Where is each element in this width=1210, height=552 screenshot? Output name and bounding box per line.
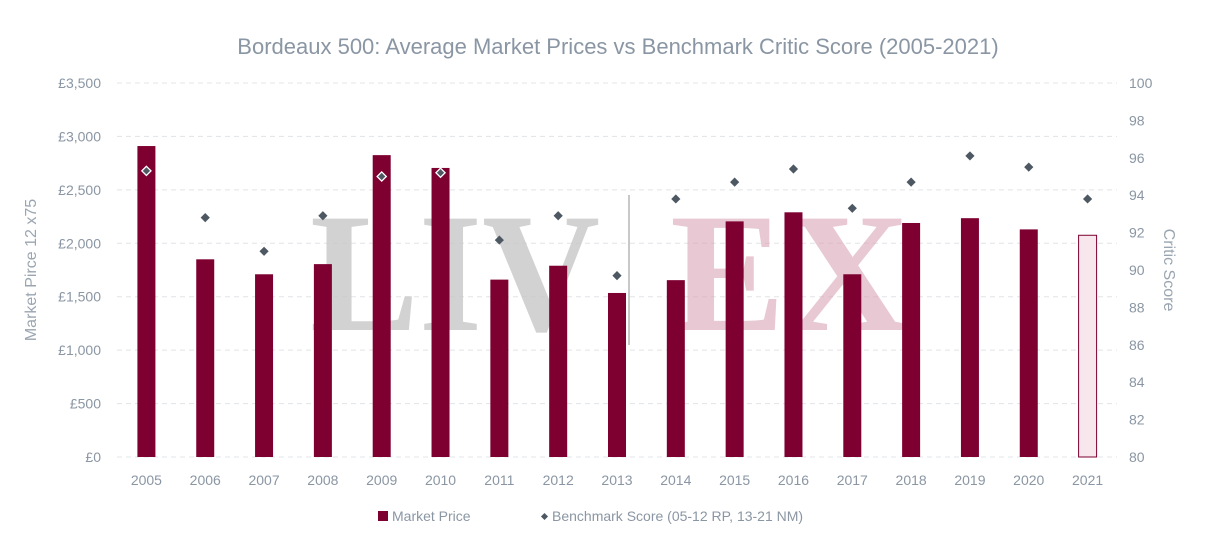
bar: [666, 280, 685, 457]
legend-swatch-market-price: [378, 511, 388, 521]
x-tick-label: 2013: [601, 472, 632, 488]
y2-axis-title: Critic Score: [1160, 229, 1177, 312]
legend-label-market-price: Market Price: [392, 508, 471, 524]
x-tick-label: 2019: [954, 472, 985, 488]
y-tick-label: £0: [85, 449, 101, 465]
y-tick-label: £1,500: [58, 289, 101, 305]
y-tick-label: £1,000: [58, 342, 101, 358]
x-axis-ticks: 2005 2006 2007 2008 2009 2010 2011 2012 2013 2014…: [131, 472, 1104, 488]
y-axis-left-ticks: £0 £500 £1,000 £1,500 £2,000 £2,500 £3,000 £3,5…: [58, 75, 101, 465]
score-point: [494, 235, 504, 245]
score-point: [1082, 194, 1093, 204]
x-tick-label: 2015: [719, 472, 750, 488]
score-point: [847, 203, 857, 213]
bar: [608, 292, 626, 457]
score-point: [906, 177, 916, 187]
bar: [1019, 229, 1038, 457]
score-point: [435, 167, 447, 179]
score-point: [259, 246, 269, 256]
y2-tick-label: 100: [1129, 75, 1153, 91]
bar: [1078, 234, 1098, 458]
y-tick-label: £500: [70, 396, 101, 412]
chart-title: Bordeaux 500: Average Market Prices vs B…: [237, 34, 998, 59]
x-tick-label: 2009: [366, 472, 397, 488]
score-point: [140, 165, 152, 177]
score-point: [671, 194, 681, 204]
bar: [843, 274, 862, 457]
bar: [372, 155, 391, 457]
x-tick-label: 2011: [484, 472, 514, 488]
y2-tick-label: 86: [1129, 337, 1145, 353]
y2-tick-label: 96: [1129, 150, 1145, 166]
score-point: [612, 271, 622, 281]
legend-swatch-benchmark-score: [540, 512, 549, 521]
y-axis-right-ticks: 80 82 84 86 88 90 92 94 96 98 100: [1129, 75, 1153, 465]
y2-tick-label: 84: [1129, 374, 1145, 390]
y-tick-label: £3,500: [58, 75, 101, 91]
x-tick-label: 2020: [1013, 472, 1044, 488]
y-axis-title: Market Pirce 12 x75: [23, 199, 40, 341]
y2-tick-label: 82: [1129, 412, 1145, 428]
score-point: [788, 164, 799, 174]
y2-tick-label: 98: [1129, 112, 1145, 128]
score-point: [318, 211, 328, 221]
x-tick-label: 2017: [837, 472, 868, 488]
y2-tick-label: 92: [1129, 225, 1145, 241]
bar: [902, 222, 921, 457]
y2-tick-label: 90: [1129, 262, 1145, 278]
bar: [725, 221, 744, 457]
score-point: [553, 211, 563, 221]
bar: [255, 274, 274, 457]
score-point: [200, 213, 210, 223]
x-tick-label: 2018: [896, 472, 927, 488]
y-tick-label: £2,000: [58, 235, 101, 251]
x-tick-label: 2016: [778, 472, 809, 488]
score-point: [1024, 162, 1034, 172]
x-tick-label: 2005: [131, 472, 162, 488]
y2-tick-label: 94: [1129, 187, 1145, 203]
y2-tick-label: 88: [1129, 299, 1145, 315]
benchmark-score-points: [140, 151, 1093, 281]
bar: [490, 279, 509, 457]
score-point: [965, 151, 975, 161]
x-tick-label: 2021: [1072, 472, 1103, 488]
bar: [196, 259, 215, 457]
bar: [431, 167, 450, 458]
y-tick-label: £3,000: [58, 128, 101, 144]
score-point: [376, 170, 388, 183]
bar: [137, 146, 156, 457]
bar: [784, 212, 803, 457]
x-tick-label: 2010: [425, 472, 456, 488]
x-tick-label: 2006: [190, 472, 221, 488]
score-point: [730, 177, 740, 187]
bar: [313, 264, 332, 457]
y2-tick-label: 80: [1129, 449, 1145, 465]
x-tick-label: 2014: [660, 472, 691, 488]
x-tick-label: 2007: [248, 472, 279, 488]
legend-label-benchmark-score: Benchmark Score (05-12 RP, 13-21 NM): [552, 508, 803, 524]
x-tick-label: 2012: [543, 472, 574, 488]
y-tick-label: £2,500: [58, 182, 101, 198]
x-tick-label: 2008: [307, 472, 338, 488]
market-price-bars: [137, 146, 1098, 458]
legend: Market Price Benchmark Score (05-12 RP, …: [378, 508, 803, 524]
bar: [960, 218, 979, 457]
bar: [549, 265, 568, 457]
